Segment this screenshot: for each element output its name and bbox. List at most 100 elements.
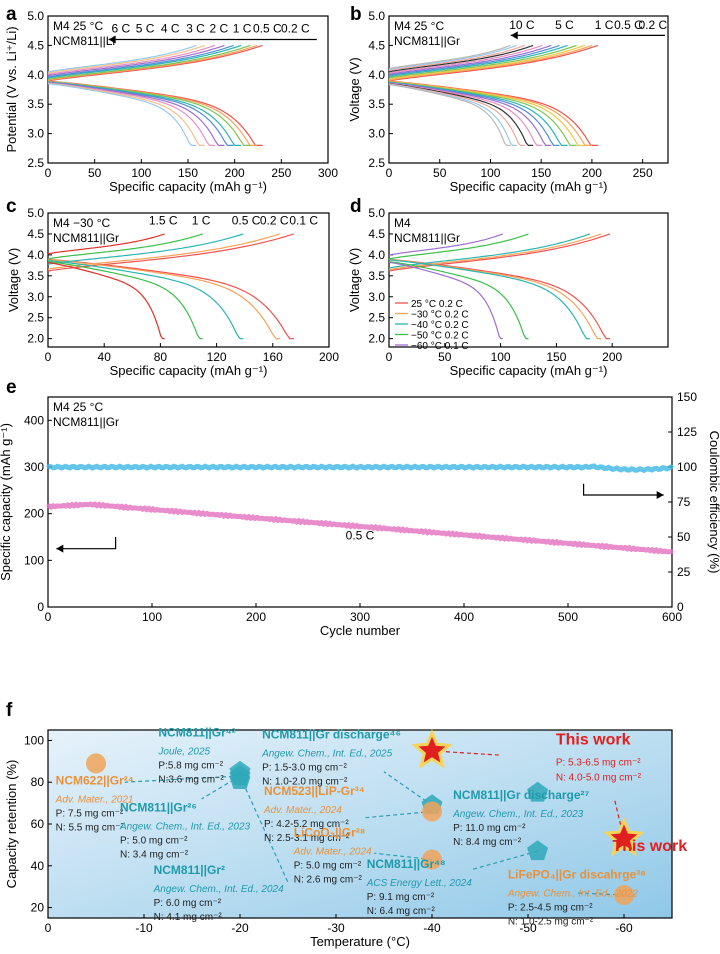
x-tick-label: 0 xyxy=(45,350,52,364)
guide-arrow xyxy=(239,775,289,883)
legend-entry: −30 °C 0.2 C xyxy=(411,310,469,321)
charge-curve xyxy=(388,44,518,71)
x-tick-label: 150 xyxy=(546,350,566,364)
left-axis-arrow xyxy=(56,537,117,550)
charge-curve xyxy=(47,233,165,255)
rate-label: 10 C xyxy=(509,18,535,32)
axes-f: 0 -10 -20 -30 -40 -50 -60 20 40 60 80 100 Temperatur… xyxy=(4,725,687,949)
x-tick-label: 200 xyxy=(319,350,339,364)
charge-curve xyxy=(388,44,560,77)
charge-curve xyxy=(388,44,526,72)
x-axis-label: Temperature (°C) xyxy=(310,934,410,949)
annotation-text: P: 4.2-5.2 mg cm⁻² xyxy=(264,819,349,830)
y-axis-label: Specific capacity (mAh g⁻¹) xyxy=(0,423,13,581)
x-tick-label: 600 xyxy=(662,610,682,624)
annotation-text: P: 5.0 mg cm⁻² xyxy=(120,835,188,846)
x-tick-label: 300 xyxy=(318,166,338,180)
annotation-text: N: 8.4 mg cm⁻² xyxy=(453,837,522,848)
axes-b: 0 50 100 150 200 250 2.5 3.0 3.5 4.0 4.5 5.0 Specifi… xyxy=(347,9,669,194)
x-tick-label: 0 xyxy=(386,350,393,364)
x-tick-label: -60 xyxy=(615,921,633,935)
left-axis-arrow-head xyxy=(56,544,64,553)
discharge-curve xyxy=(47,81,234,146)
charge-curve xyxy=(47,44,225,77)
y-tick-label: 3.5 xyxy=(27,97,44,111)
rate-label: 2 C xyxy=(209,21,228,35)
x-tick-label: -20 xyxy=(231,921,249,935)
rate-label: 0.5 C xyxy=(614,18,643,32)
info-text: M4 25 °C xyxy=(53,19,103,33)
right-axis-arrow xyxy=(583,483,664,496)
annotation-text: N:3.6 mg cm⁻² xyxy=(158,774,224,785)
annotation-text: Joule, 2025 xyxy=(157,746,210,757)
x-tick-label: 40 xyxy=(98,350,112,364)
x-tick-label: 0 xyxy=(386,166,393,180)
y-tick-label: 0 xyxy=(37,600,44,614)
x-tick-label: -50 xyxy=(519,921,537,935)
annotation-title: This work xyxy=(612,838,687,855)
annotation-text: Angew. Chem., Int. Ed., 2023 xyxy=(119,821,251,832)
info-text: M4 25 °C xyxy=(53,400,103,414)
y-tick-label: 4.0 xyxy=(27,68,44,82)
annotation-text: N: 3.4 mg cm⁻² xyxy=(120,849,189,860)
annotation-text: Angew. Chem., Int. Ed., 2025 xyxy=(261,748,393,759)
y-tick-label: 400 xyxy=(24,413,44,427)
y-tick-label: 4.0 xyxy=(368,68,385,82)
y-axis-label: Potential (V vs. Li⁺/Li) xyxy=(4,26,19,152)
annotation-text: N: 1.0-2.0 mg cm⁻² xyxy=(262,776,348,787)
annotation-text: Adv. Mater., 2021 xyxy=(55,794,134,805)
charge-curve xyxy=(388,233,602,271)
annotation-text: Angew. Chem., Int. Ed., 2023 xyxy=(452,809,584,820)
charge-curve xyxy=(388,44,534,73)
y-right-tick-label: 0 xyxy=(677,600,684,614)
plot-frame xyxy=(388,212,669,348)
annotation-title: This work xyxy=(556,732,631,749)
info-text: NCM811||Gr xyxy=(53,231,119,245)
axes-c: 0 40 80 120 160 200 2.0 2.5 3.0 3.5 4.0 4.5 5.0 Speci… xyxy=(6,206,339,378)
rate-label: 1 C xyxy=(192,214,211,228)
y-tick-label: 20 xyxy=(31,901,45,915)
x-tick-label: 120 xyxy=(207,350,227,364)
charge-curve xyxy=(388,44,593,81)
plot-frame xyxy=(47,212,330,348)
annotation-title: NCM811||Gr discharge²⁷ xyxy=(453,788,589,802)
rate-label: 0.5 C xyxy=(346,528,375,542)
panel-letter-b: b xyxy=(350,4,362,25)
charge-curve xyxy=(388,44,543,74)
annotation-text: N: 2.6 mg cm⁻² xyxy=(294,875,363,886)
annotation-text: P: 6.0 mg cm⁻² xyxy=(154,898,222,909)
x-tick-label: 300 xyxy=(350,610,370,624)
discharge-curve xyxy=(388,259,590,340)
discharge-curve xyxy=(47,81,251,146)
charge-curve xyxy=(47,233,280,270)
charge-curve xyxy=(47,44,242,79)
discharge-curve xyxy=(47,260,244,340)
y-right-axis-label: Coulombic efficiency (%) xyxy=(707,431,720,574)
discharge-curve xyxy=(47,261,203,340)
x-tick-label: 200 xyxy=(225,166,245,180)
y-tick-label: 5.0 xyxy=(27,206,44,220)
annotation-text: N: 6.4 mg cm⁻² xyxy=(367,906,436,917)
y-tick-label: 2.5 xyxy=(27,311,44,325)
annotation-text: P: 1.5-3.0 mg cm⁻² xyxy=(262,762,347,773)
annotation-text: P:5.8 mg cm⁻² xyxy=(158,760,223,771)
annotation-text: Adv. Mater., 2024 xyxy=(263,805,342,816)
discharge-curve xyxy=(388,261,529,340)
annotation-text: Angew. Chem., Int. Ed., 2022 xyxy=(507,888,639,899)
data-point-star xyxy=(411,729,453,769)
capacity-series xyxy=(46,501,674,555)
x-tick-label: 200 xyxy=(602,350,622,364)
x-tick-label: 200 xyxy=(246,610,266,624)
y-tick-label: 60 xyxy=(31,817,45,831)
axes-d: 0 50 100 150 200 2.0 2.5 3.0 3.5 4.0 4.5 5.0 Specifi… xyxy=(347,206,669,378)
y-tick-label: 4.5 xyxy=(27,38,44,52)
y-axis-label: Voltage (V) xyxy=(347,57,362,121)
right-axis-arrow-head xyxy=(656,491,664,499)
rate-label: 0.2 C xyxy=(281,21,310,35)
charge-curve xyxy=(47,44,258,81)
y-tick-label: 2.0 xyxy=(27,332,44,346)
data-point-star xyxy=(603,816,645,857)
